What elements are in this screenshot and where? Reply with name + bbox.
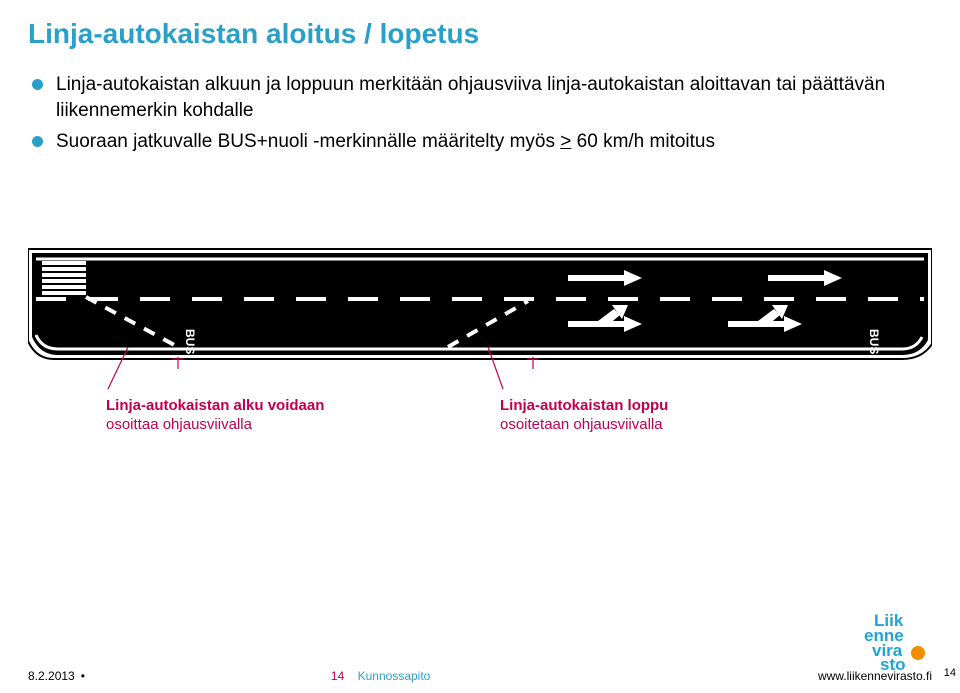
bus-label-left: BUS xyxy=(183,329,197,354)
bullet-list: Linja-autokaistan alkuun ja loppuun merk… xyxy=(28,72,932,155)
annotation-line2: osoittaa ohjausviivalla xyxy=(106,416,436,435)
footer-section: Kunnossapito xyxy=(358,669,431,683)
bullet-underline: > xyxy=(560,131,571,152)
annotation-right: Linja-autokaistan loppu osoitetaan ohjau… xyxy=(500,397,830,435)
footer-slide-no: 14 xyxy=(331,669,344,683)
bullet-item: Suoraan jatkuvalle BUS+nuoli -merkinnäll… xyxy=(32,129,932,155)
page-title: Linja-autokaistan aloitus / lopetus xyxy=(28,18,932,50)
footer-url: www.liikennevirasto.fi xyxy=(818,669,932,683)
footer-date: 8.2.2013 xyxy=(28,669,75,683)
bullet-item: Linja-autokaistan alkuun ja loppuun merk… xyxy=(32,72,932,123)
bullet-text-post: 60 km/h mitoitus xyxy=(571,131,715,152)
annotation-left: Linja-autokaistan alku voidaan osoittaa … xyxy=(106,397,436,435)
annotation-line1: Linja-autokaistan alku voidaan xyxy=(106,397,436,416)
footer-sep: • xyxy=(81,669,85,683)
annotation-line1: Linja-autokaistan loppu xyxy=(500,397,830,416)
footer: 8.2.2013 • 14 Kunnossapito www.liikennev… xyxy=(0,663,960,689)
bullet-text: Linja-autokaistan alkuun ja loppuun merk… xyxy=(56,74,885,121)
annotation-line2: osoitetaan ohjausviivalla xyxy=(500,416,830,435)
bullet-text: Suoraan jatkuvalle BUS+nuoli -merkinnäll… xyxy=(56,131,560,152)
road-diagram: BUS xyxy=(28,239,932,435)
bus-label-right: BUS xyxy=(867,329,881,354)
